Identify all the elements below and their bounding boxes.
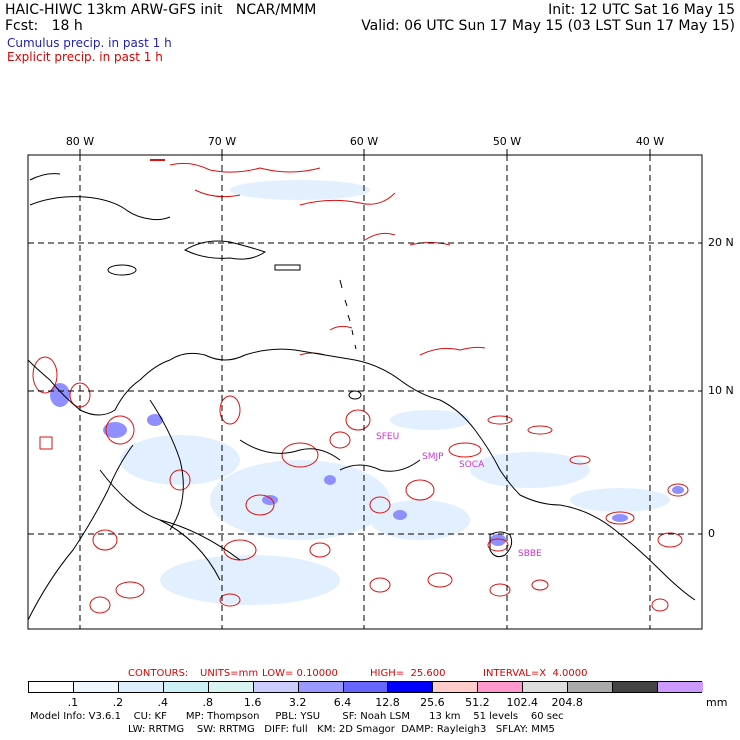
lat-label-10n: 10 N <box>708 384 734 397</box>
contours-low: LOW= 0.10000 <box>262 668 338 679</box>
colorbar-cell <box>478 682 524 692</box>
colorbar-cell <box>298 682 344 692</box>
model-info-line1: Model Info: V3.6.1 CU: KF MP: Thompson P… <box>30 711 564 722</box>
explicit-precip-title: Explicit precip. in past 1 h <box>7 50 163 64</box>
lon-label-80w: 80 W <box>65 135 95 148</box>
lon-ticks <box>79 149 651 155</box>
colorbar-unit: mm <box>706 696 728 709</box>
contours-interval: INTERVAL=X 4.0000 <box>483 668 588 679</box>
site-label: SMJP <box>422 452 444 462</box>
colorbar-tick-label: 102.4 <box>506 696 539 709</box>
colorbar-cell <box>523 682 569 692</box>
contours-high: HIGH= 25.600 <box>370 668 446 679</box>
lon-label-40w: 40 W <box>635 135 665 148</box>
colorbar-cell <box>343 682 389 692</box>
precip-colorbar <box>28 681 703 693</box>
lat-label-0: 0 <box>708 527 715 540</box>
colorbar-cell <box>613 682 659 692</box>
site-label: SFEU <box>376 432 400 442</box>
site-label: SBBE <box>518 549 542 559</box>
colorbar-cell <box>29 682 74 692</box>
coastlines <box>27 173 696 621</box>
colorbar-cell <box>118 682 164 692</box>
lat-label-20n: 20 N <box>708 236 734 249</box>
lon-label-50w: 50 W <box>492 135 522 148</box>
init-time: Init: 12 UTC Sat 16 May 15 <box>548 2 735 18</box>
valid-time: Valid: 06 UTC Sun 17 May 15 (03 LST Sun … <box>361 18 735 34</box>
contours-units: UNITS=mm <box>200 668 259 679</box>
colorbar-tick-label: .1 <box>67 696 79 709</box>
cumulus-heavy <box>50 383 684 546</box>
contours-label: CONTOURS: <box>128 668 189 679</box>
colorbar-tick-label: 12.8 <box>375 696 400 709</box>
colorbar-tick-label: .4 <box>157 696 169 709</box>
colorbar-cell <box>163 682 209 692</box>
colorbar-tick-label: 6.4 <box>333 696 352 709</box>
colorbar-tick-label: 204.8 <box>551 696 583 709</box>
colorbar-tick-label: 3.2 <box>288 696 307 709</box>
plot-frame <box>27 154 703 630</box>
lon-label-60w: 60 W <box>349 135 379 148</box>
colorbar-cell <box>658 682 703 692</box>
graticule <box>28 155 702 629</box>
lon-label-70w: 70 W <box>207 135 237 148</box>
colorbar-cell <box>73 682 119 692</box>
colorbar-tick-label: 25.6 <box>420 696 445 709</box>
colorbar-cell <box>433 682 479 692</box>
map-title: HAIC-HIWC 13km ARW-GFS init NCAR/MMM <box>5 2 317 18</box>
colorbar-tick-label: 51.2 <box>465 696 490 709</box>
colorbar-cell <box>568 682 614 692</box>
colorbar-cell <box>388 682 434 692</box>
colorbar-tick-label: .2 <box>112 696 124 709</box>
explicit-precip-contours <box>32 159 689 614</box>
model-info-line2: LW: RRTMG SW: RRTMG DIFF: full KM: 2D Sm… <box>128 724 555 735</box>
colorbar-tick-label: .8 <box>202 696 213 709</box>
cumulus-shading <box>120 180 670 605</box>
colorbar-cell <box>208 682 254 692</box>
colorbar-tick-label: 1.6 <box>243 696 262 709</box>
site-label: SOCA <box>459 460 485 470</box>
cumulus-precip-title: Cumulus precip. in past 1 h <box>7 36 172 50</box>
colorbar-cell <box>253 682 299 692</box>
forecast-hour: Fcst: 18 h <box>5 18 83 34</box>
